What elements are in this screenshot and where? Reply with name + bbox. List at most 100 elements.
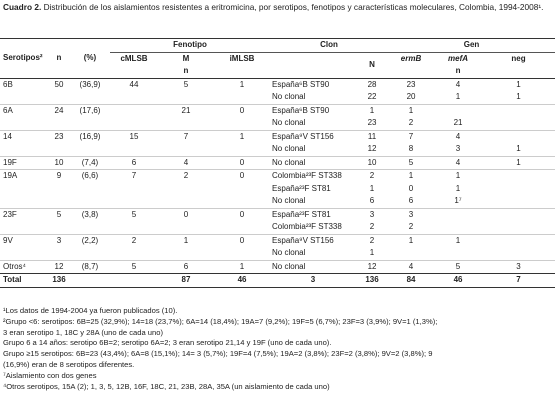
clone-cell: No clonal <box>272 92 306 101</box>
row-header: 6B <box>3 79 13 89</box>
row-header: 9V <box>0 233 48 247</box>
table-row: No clonal 6 6 1⁷ <box>0 195 555 208</box>
cell: 7 <box>158 129 214 143</box>
column-header: mefA <box>448 53 469 63</box>
cell <box>110 221 158 234</box>
cell: 11 <box>356 129 389 143</box>
blank <box>0 38 110 52</box>
cell: 1 <box>214 129 271 143</box>
cell <box>214 195 270 208</box>
cell: 5 <box>110 207 158 221</box>
cell: 3 <box>356 207 389 221</box>
cell <box>48 247 70 260</box>
cell <box>482 247 555 260</box>
cell: 1 <box>158 233 214 247</box>
clone-cell: No clonal <box>270 155 357 170</box>
cell: 1 <box>214 259 271 274</box>
cell <box>158 221 214 234</box>
row-header <box>0 91 48 104</box>
cell <box>48 143 70 156</box>
table-row: 19A 9 (6,6) 7 2 0 Colombia²³F ST338 2 1 1 <box>0 169 555 183</box>
table-row: España²³F ST81 1 0 1 <box>0 183 555 196</box>
cell: 44 <box>129 79 139 89</box>
table-row: No clonal 22 20 1 1 <box>0 91 555 104</box>
clone-cell: España⁹V ST156 <box>270 233 357 247</box>
cell: 7 <box>388 129 435 143</box>
cell <box>158 91 214 104</box>
cell: 1 <box>388 169 435 183</box>
cell <box>482 169 555 183</box>
title-text: Distribución de los aislamientos resiste… <box>43 2 544 12</box>
cell: 2 <box>356 233 389 247</box>
cell: 1 <box>388 233 435 247</box>
column-header: neg <box>511 53 526 63</box>
table-row: Total 136 87 46 3 136 84 46 7 <box>0 273 555 288</box>
cell: 7 <box>482 273 555 288</box>
cell: 2 <box>158 169 214 183</box>
footnote: ⁴Otros serotipos, 15A (2); 1, 3, 5, 12B,… <box>3 381 330 391</box>
cell <box>110 247 158 260</box>
cell: 7 <box>110 169 158 183</box>
table-row: 9V 3 (2,2) 2 1 0 España⁹V ST156 2 1 1 <box>0 233 555 247</box>
cell: 2 <box>356 169 389 183</box>
sub-header: n <box>158 65 214 79</box>
footnote: ⁷Aislamiento con dos genes <box>3 370 97 380</box>
cell: 1 <box>516 144 521 153</box>
clone-cell: España²³F ST81 <box>272 183 331 193</box>
cell: 136 <box>356 273 389 288</box>
cell <box>214 91 270 104</box>
footnote: (16,9%) eran de 8 serotipos diferentes. <box>3 359 135 369</box>
table-row: 23F 5 (3,8) 5 0 0 España²³F ST81 3 3 <box>0 207 555 221</box>
cell <box>158 183 214 196</box>
cell: 1 <box>369 248 375 257</box>
row-header: 6A <box>0 103 48 117</box>
cell <box>48 221 70 234</box>
cell <box>214 221 270 234</box>
cell: 2 <box>408 222 414 231</box>
footnote: ²Grupo <6: serotipos: 6B=25 (32,9%); 14=… <box>3 316 438 326</box>
clone-cell: 3 <box>270 273 357 288</box>
cell: 1 <box>516 92 521 101</box>
footnote: 3 eran serotipo 1, 18C y 28A (uno de cad… <box>3 327 163 337</box>
cell: (8,7) <box>70 259 110 274</box>
cell: 10 <box>356 155 389 170</box>
cell: 1 <box>388 103 435 117</box>
cell: (7,4) <box>70 155 110 170</box>
cell: 50 <box>54 79 64 89</box>
cell: 6 <box>110 155 158 170</box>
cell: 1 <box>434 169 483 183</box>
cell: 0 <box>214 233 271 247</box>
group-header: Clon <box>270 38 389 53</box>
row-header: Total <box>0 273 48 288</box>
clone-cell: No clonal <box>272 248 306 257</box>
clone-cell: No clonal <box>272 118 306 127</box>
cell: 4 <box>455 79 461 89</box>
cell <box>48 91 70 104</box>
cell <box>110 117 158 130</box>
cell: 10 <box>48 155 70 170</box>
clone-cell: No clonal <box>272 196 306 205</box>
cell: 12 <box>356 259 389 274</box>
row-header: Otros⁴ <box>0 259 48 274</box>
cell: 1 <box>239 79 245 89</box>
cell: 9 <box>48 169 70 183</box>
cell: 8 <box>408 144 414 153</box>
cell <box>434 247 482 260</box>
cell: 87 <box>158 273 214 288</box>
cell <box>110 103 158 117</box>
cell <box>70 91 110 104</box>
row-header <box>0 221 48 234</box>
cell <box>70 117 110 130</box>
cell: (16,9) <box>70 129 110 143</box>
cell: 1 <box>455 92 461 101</box>
cell: 136 <box>48 273 70 288</box>
cell: (2,2) <box>70 233 110 247</box>
title-label: Cuadro 2. <box>3 2 42 12</box>
footnote: Grupo ≥15 serotipos: 6B=23 (43,4%); 6A=8… <box>3 349 433 359</box>
cell: 1 <box>482 155 555 170</box>
cell <box>388 247 434 260</box>
sub-header: n <box>434 65 483 79</box>
cell: 12 <box>367 144 377 153</box>
row-header <box>0 247 48 260</box>
table-row: No clonal 12 8 3 1 <box>0 143 555 156</box>
